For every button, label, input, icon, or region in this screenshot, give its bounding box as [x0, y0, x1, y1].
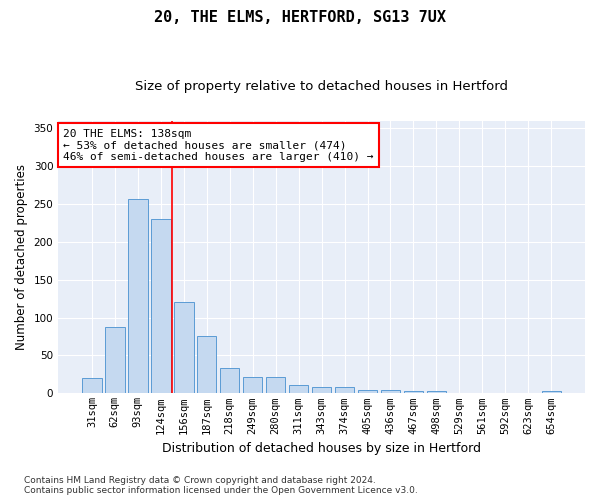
X-axis label: Distribution of detached houses by size in Hertford: Distribution of detached houses by size … — [162, 442, 481, 455]
Text: 20 THE ELMS: 138sqm
← 53% of detached houses are smaller (474)
46% of semi-detac: 20 THE ELMS: 138sqm ← 53% of detached ho… — [64, 128, 374, 162]
Bar — [542, 391, 561, 394]
Y-axis label: Number of detached properties: Number of detached properties — [15, 164, 28, 350]
Bar — [128, 198, 148, 394]
Title: Size of property relative to detached houses in Hertford: Size of property relative to detached ho… — [135, 80, 508, 93]
Bar — [105, 328, 125, 394]
Bar — [312, 386, 331, 394]
Bar — [449, 392, 469, 394]
Text: 20, THE ELMS, HERTFORD, SG13 7UX: 20, THE ELMS, HERTFORD, SG13 7UX — [154, 10, 446, 25]
Bar — [243, 376, 262, 394]
Bar — [473, 392, 492, 394]
Bar — [220, 368, 239, 394]
Bar — [358, 390, 377, 394]
Bar — [404, 391, 423, 394]
Bar — [266, 376, 286, 394]
Bar — [174, 302, 194, 394]
Bar — [197, 336, 217, 394]
Bar — [82, 378, 101, 394]
Bar — [335, 386, 355, 394]
Text: Contains HM Land Registry data © Crown copyright and database right 2024.
Contai: Contains HM Land Registry data © Crown c… — [24, 476, 418, 495]
Bar — [151, 219, 170, 394]
Bar — [289, 385, 308, 394]
Bar — [427, 391, 446, 394]
Bar — [381, 390, 400, 394]
